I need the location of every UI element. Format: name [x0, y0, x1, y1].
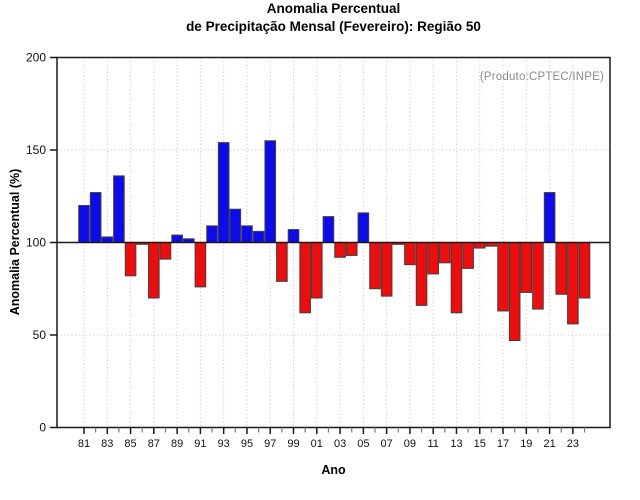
- bar-1985: [124, 242, 137, 277]
- bar-1981: [78, 205, 90, 243]
- chart-title: Anomalia Percentual de Precipitação Mens…: [27, 0, 640, 36]
- bar-1984: [113, 175, 125, 243]
- x-tick-label: 03: [334, 438, 346, 450]
- x-tick-label: 23: [567, 438, 579, 450]
- bar-2017: [497, 242, 509, 312]
- x-tick-label: 15: [474, 438, 486, 450]
- bar-1983: [101, 236, 114, 243]
- bar-2018: [508, 242, 521, 342]
- bar-2014: [462, 242, 474, 269]
- x-tick-label: 13: [450, 438, 462, 450]
- bar-1999: [287, 229, 300, 244]
- y-tick-label: 0: [39, 421, 46, 435]
- x-tick-label: 05: [357, 438, 369, 450]
- bar-1997: [264, 140, 277, 243]
- x-tick-label: 87: [148, 438, 160, 450]
- bar-1993: [217, 142, 230, 244]
- bar-1988: [159, 242, 172, 260]
- bar-2007: [380, 242, 393, 297]
- bar-2000: [299, 242, 311, 314]
- x-tick-label: 17: [497, 438, 509, 450]
- x-tick-label: 81: [78, 438, 90, 450]
- bar-1996: [252, 230, 265, 243]
- x-tick-label: 07: [381, 438, 393, 450]
- x-tick-label: 01: [311, 438, 323, 450]
- bar-2010: [415, 242, 428, 306]
- bar-2001: [311, 242, 323, 299]
- y-tick-label: 50: [33, 328, 47, 342]
- x-tick-label: 95: [241, 438, 253, 450]
- bar-2004: [345, 242, 358, 256]
- bar-2009: [404, 242, 416, 266]
- y-tick-label: 100: [26, 236, 46, 250]
- x-tick-label: 99: [287, 438, 299, 450]
- x-tick-label: 19: [520, 438, 532, 450]
- bar-2011: [427, 242, 439, 275]
- x-tick-label: 11: [427, 438, 438, 450]
- bar-1987: [148, 242, 160, 299]
- bar-2015: [473, 242, 486, 249]
- x-axis-title: Ano: [321, 463, 346, 477]
- bar-2020: [532, 242, 544, 310]
- chart-title-line1: Anomalia Percentual: [266, 1, 401, 16]
- bar-2022: [555, 242, 568, 295]
- bar-2002: [322, 216, 335, 244]
- chart-title-line2: de Precipitação Mensal (Fevereiro): Regi…: [186, 19, 481, 34]
- bar-1995: [241, 225, 253, 244]
- bar-2023: [567, 242, 579, 325]
- y-tick-label: 150: [26, 143, 46, 157]
- x-tick-label: 91: [194, 438, 206, 450]
- bar-2005: [357, 212, 370, 243]
- bar-1994: [229, 208, 242, 243]
- bar-1998: [276, 242, 288, 282]
- bar-2012: [439, 242, 451, 264]
- x-tick-label: 83: [101, 438, 113, 450]
- x-tick-label: 09: [404, 438, 416, 450]
- x-tick-label: 21: [543, 438, 555, 450]
- bar-1992: [206, 225, 218, 244]
- y-tick-label: 200: [26, 51, 46, 65]
- bar-1989: [171, 234, 183, 244]
- x-tick-label: 97: [264, 438, 276, 450]
- x-tick-label: 85: [124, 438, 136, 450]
- x-tick-label: 93: [218, 438, 230, 450]
- bar-1982: [89, 192, 102, 244]
- bar-2006: [369, 242, 381, 290]
- bar-2021: [543, 192, 556, 244]
- bar-2019: [520, 242, 533, 293]
- bar-2013: [450, 242, 463, 314]
- x-tick-label: 89: [171, 438, 183, 450]
- bar-2003: [334, 242, 346, 258]
- bar-2024: [578, 242, 591, 299]
- bar-1991: [194, 242, 207, 288]
